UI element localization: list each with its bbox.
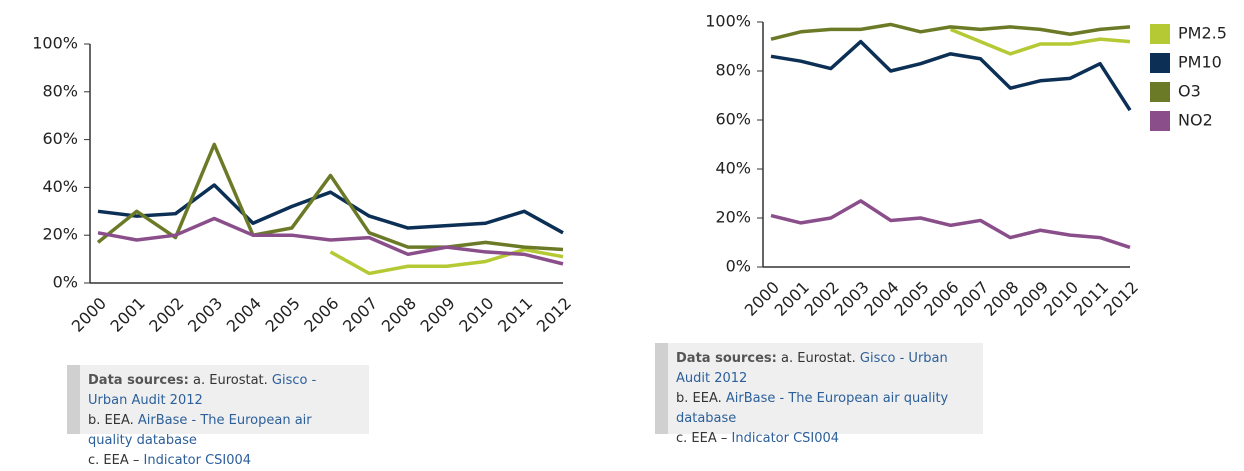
series-line <box>949 27 1131 56</box>
y-tick-label: 60% <box>42 129 78 148</box>
x-tick-label: 2007 <box>339 294 381 336</box>
y-tick-label: 20% <box>715 208 751 227</box>
source-link[interactable]: AirBase - The European air quality datab… <box>676 391 949 426</box>
series-line <box>770 22 1131 41</box>
source-prefix: b. EEA. <box>88 413 134 428</box>
source-line: c. EEA – Indicator CSI004 <box>88 451 359 471</box>
legend-swatch <box>1150 24 1170 44</box>
y-tick-label: 60% <box>715 110 751 129</box>
series-line <box>97 216 564 266</box>
y-tick-label: 80% <box>715 61 751 80</box>
source-prefix: a. Eurostat. <box>193 373 268 388</box>
y-tick-label: 0% <box>53 273 78 292</box>
series-line <box>770 39 1132 112</box>
legend-label: O3 <box>1178 82 1201 101</box>
legend-label: PM2.5 <box>1178 24 1227 43</box>
sources-box: Data sources: a. Eurostat. Gisco - Urban… <box>655 343 983 446</box>
source-link[interactable]: Indicator CSI004 <box>731 431 840 446</box>
legend-swatch <box>1150 53 1170 73</box>
legend-swatch <box>1150 111 1170 131</box>
legend-label: PM10 <box>1178 53 1222 72</box>
source-prefix: a. Eurostat. <box>781 351 856 366</box>
series-line <box>96 142 564 252</box>
x-tick-label: 2012 <box>1100 278 1142 320</box>
source-link[interactable]: Gisco - Urban Audit 2012 <box>88 373 317 408</box>
source-line: b. EEA. AirBase - The European air quali… <box>88 411 359 451</box>
sources-title: Data sources: <box>676 351 777 366</box>
x-tick-label: 2011 <box>494 294 536 336</box>
y-tick-label: 80% <box>42 81 78 100</box>
y-tick-label: 0% <box>726 257 751 276</box>
x-tick-label: 2006 <box>300 294 342 336</box>
sources-box: Data sources: a. Eurostat. Gisco - Urban… <box>67 365 369 468</box>
y-tick-label: 40% <box>42 177 78 196</box>
x-tick-label: 2002 <box>145 294 187 336</box>
page: 0% 20% 40% 60% 80% 100% 2000 2001 2002 2003 2004 20… <box>32 11 1227 468</box>
x-tick-label: 2004 <box>223 294 265 336</box>
source-prefix: c. EEA – <box>88 453 140 468</box>
sources-title: Data sources: <box>88 373 189 388</box>
source-line: c. EEA – Indicator CSI004 <box>676 429 973 449</box>
source-prefix: c. EEA – <box>676 431 728 446</box>
x-tick-label: 2001 <box>107 294 149 336</box>
source-link[interactable]: Gisco - Urban Audit 2012 <box>676 351 948 386</box>
y-tick-label: 20% <box>42 225 78 244</box>
x-tick-label: 2010 <box>455 294 497 336</box>
source-link[interactable]: Indicator CSI004 <box>143 453 252 468</box>
legend-swatch <box>1150 82 1170 102</box>
x-tick-label: 2008 <box>378 294 420 336</box>
x-tick-label: 2003 <box>184 294 226 336</box>
source-prefix: b. EEA. <box>676 391 722 406</box>
series-line <box>97 183 564 235</box>
x-tick-label: 2005 <box>262 294 304 336</box>
series-line <box>770 199 1131 250</box>
y-tick-label: 100% <box>32 34 78 53</box>
y-tick-label: 100% <box>705 12 751 31</box>
x-tick-label: 2000 <box>68 294 110 336</box>
source-line: Data sources: a. Eurostat. Gisco - Urban… <box>676 349 973 389</box>
legend-label: NO2 <box>1178 111 1213 130</box>
series-line <box>329 247 564 276</box>
source-line: Data sources: a. Eurostat. Gisco - Urban… <box>88 371 359 411</box>
source-line: b. EEA. AirBase - The European air quali… <box>676 389 973 429</box>
x-tick-label: 2009 <box>417 294 459 336</box>
x-tick-label: 2012 <box>533 294 575 336</box>
charts: 0%20%40%60%80%100%2000200120022003200420… <box>32 12 1227 336</box>
y-tick-label: 40% <box>715 159 751 178</box>
